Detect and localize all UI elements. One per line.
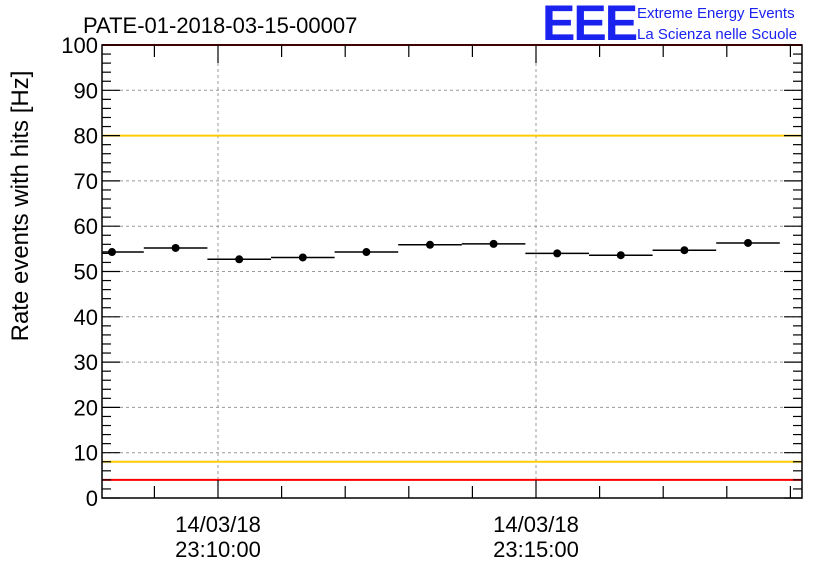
- grid: [102, 45, 802, 498]
- data-point: [235, 255, 244, 264]
- data-point: [171, 243, 180, 252]
- x-tick-label-time: 23:15:00: [493, 537, 579, 562]
- y-tick-label: 80: [74, 124, 98, 149]
- y-tick-label: 40: [74, 305, 98, 330]
- reference-lines: [102, 44, 802, 481]
- x-tick-label-date: 14/03/18: [175, 512, 261, 537]
- data-point: [680, 246, 689, 255]
- logo-line-2: La Scienza nelle Scuole: [637, 26, 797, 43]
- y-tick-label: 30: [74, 350, 98, 375]
- x-tick-label-date: 14/03/18: [493, 512, 579, 537]
- data-point: [744, 238, 752, 247]
- y-tick-labels: 0 10 20 30 40 50 60 70 80 90 100: [61, 33, 98, 511]
- y-tick-label: 90: [74, 78, 98, 103]
- eee-logo: EEE Extreme Energy Events La Scienza nel…: [542, 0, 797, 51]
- y-tick-label: 10: [74, 441, 98, 466]
- axis-ticks: [102, 44, 802, 499]
- data-point: [489, 239, 498, 248]
- logo-line-1: Extreme Energy Events: [637, 5, 795, 22]
- y-tick-label: 60: [74, 214, 98, 239]
- y-tick-label: 50: [74, 260, 98, 285]
- data-point: [362, 248, 371, 257]
- x-tick-label-time: 23:10:00: [175, 537, 261, 562]
- logo-mark: EEE: [542, 0, 637, 51]
- data-point: [298, 253, 307, 262]
- y-tick-label: 0: [86, 486, 98, 511]
- y-tick-label: 100: [61, 33, 98, 58]
- data-point: [553, 249, 562, 258]
- data-series: [102, 238, 780, 264]
- y-axis-label: Rate events with hits [Hz]: [7, 71, 34, 342]
- data-point: [108, 248, 116, 257]
- y-tick-label: 20: [74, 395, 98, 420]
- data-point: [426, 240, 434, 249]
- data-point: [616, 251, 625, 260]
- y-tick-label: 70: [74, 169, 98, 194]
- chart-title: PATE-01-2018-03-15-00007: [83, 13, 357, 38]
